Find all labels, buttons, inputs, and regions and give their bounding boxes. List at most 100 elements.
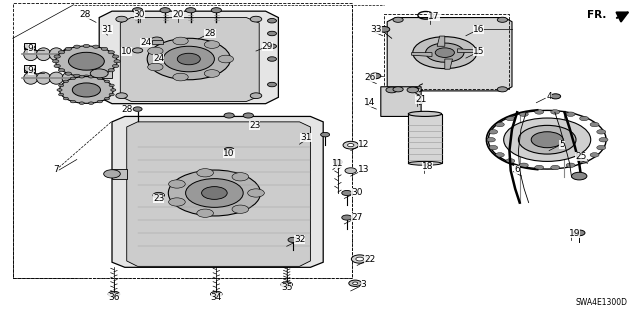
Circle shape xyxy=(349,280,362,286)
Circle shape xyxy=(534,110,543,114)
Circle shape xyxy=(197,209,214,217)
Circle shape xyxy=(486,137,495,142)
Text: 32: 32 xyxy=(294,235,305,244)
Circle shape xyxy=(551,110,560,114)
Circle shape xyxy=(321,132,330,137)
Text: 10: 10 xyxy=(223,149,235,158)
Text: 18: 18 xyxy=(422,162,433,171)
Text: FR.: FR. xyxy=(588,10,607,20)
Circle shape xyxy=(74,45,80,48)
Circle shape xyxy=(248,189,264,197)
Circle shape xyxy=(580,159,589,163)
Circle shape xyxy=(243,113,253,118)
Circle shape xyxy=(101,47,108,50)
Text: 31: 31 xyxy=(300,133,312,142)
Circle shape xyxy=(93,45,99,48)
Circle shape xyxy=(407,87,419,93)
Circle shape xyxy=(57,89,62,91)
Circle shape xyxy=(211,8,221,13)
Text: 20: 20 xyxy=(172,10,184,19)
Circle shape xyxy=(133,107,142,111)
Polygon shape xyxy=(99,11,278,104)
Circle shape xyxy=(288,237,298,242)
Circle shape xyxy=(160,8,170,13)
Circle shape xyxy=(596,130,605,134)
Text: 31: 31 xyxy=(102,25,113,34)
Ellipse shape xyxy=(49,48,63,61)
Text: 9: 9 xyxy=(28,44,33,53)
Circle shape xyxy=(531,132,563,148)
Circle shape xyxy=(109,93,114,96)
Polygon shape xyxy=(112,169,127,179)
Circle shape xyxy=(59,84,64,87)
Circle shape xyxy=(534,165,543,170)
Circle shape xyxy=(83,75,90,78)
Circle shape xyxy=(88,76,93,78)
Circle shape xyxy=(204,41,220,48)
Circle shape xyxy=(204,70,220,77)
Text: 25: 25 xyxy=(575,152,587,161)
Text: 28: 28 xyxy=(79,10,91,19)
Circle shape xyxy=(495,153,504,157)
Text: 15: 15 xyxy=(473,47,484,56)
Text: 17: 17 xyxy=(428,12,440,21)
Ellipse shape xyxy=(36,72,51,84)
Circle shape xyxy=(97,100,102,103)
Circle shape xyxy=(70,100,76,103)
Circle shape xyxy=(68,52,104,70)
Circle shape xyxy=(378,26,390,32)
Bar xyxy=(13,3,352,278)
Circle shape xyxy=(224,113,234,118)
Circle shape xyxy=(83,44,90,48)
Circle shape xyxy=(111,89,116,91)
Text: 29: 29 xyxy=(262,42,273,51)
Circle shape xyxy=(56,46,117,77)
Text: 3: 3 xyxy=(361,280,366,289)
Circle shape xyxy=(153,192,164,198)
Text: 14: 14 xyxy=(364,98,376,107)
Circle shape xyxy=(65,72,72,75)
Circle shape xyxy=(70,77,76,80)
Circle shape xyxy=(551,165,560,170)
Text: 12: 12 xyxy=(358,140,369,149)
Bar xyxy=(152,40,163,44)
Text: 16: 16 xyxy=(473,25,484,34)
Circle shape xyxy=(168,198,185,206)
Circle shape xyxy=(147,38,230,80)
Circle shape xyxy=(281,282,292,287)
Text: 23: 23 xyxy=(153,194,164,203)
Circle shape xyxy=(497,87,508,92)
Circle shape xyxy=(268,31,276,36)
Circle shape xyxy=(386,87,397,93)
Circle shape xyxy=(59,93,64,96)
Circle shape xyxy=(519,163,528,167)
Circle shape xyxy=(168,170,260,216)
Ellipse shape xyxy=(24,72,38,84)
Circle shape xyxy=(132,48,143,53)
Circle shape xyxy=(590,122,599,127)
Circle shape xyxy=(74,74,80,78)
Circle shape xyxy=(151,37,163,43)
Circle shape xyxy=(93,74,99,78)
Circle shape xyxy=(104,170,120,178)
Polygon shape xyxy=(120,18,259,101)
Circle shape xyxy=(58,51,65,54)
Circle shape xyxy=(333,160,342,164)
Circle shape xyxy=(393,87,403,92)
Circle shape xyxy=(177,53,200,65)
Text: 21: 21 xyxy=(415,95,427,104)
Circle shape xyxy=(232,173,249,181)
Circle shape xyxy=(369,73,381,79)
Text: 26: 26 xyxy=(364,73,376,82)
Text: 13: 13 xyxy=(358,165,369,174)
Circle shape xyxy=(104,97,109,100)
Text: SWA4E1300D: SWA4E1300D xyxy=(575,298,627,307)
Text: 35: 35 xyxy=(281,283,292,292)
Circle shape xyxy=(163,46,214,72)
Circle shape xyxy=(202,187,227,199)
Text: 27: 27 xyxy=(351,213,363,222)
Text: 34: 34 xyxy=(211,293,222,302)
Text: 19: 19 xyxy=(569,229,580,238)
Circle shape xyxy=(353,282,358,285)
Circle shape xyxy=(268,19,276,23)
